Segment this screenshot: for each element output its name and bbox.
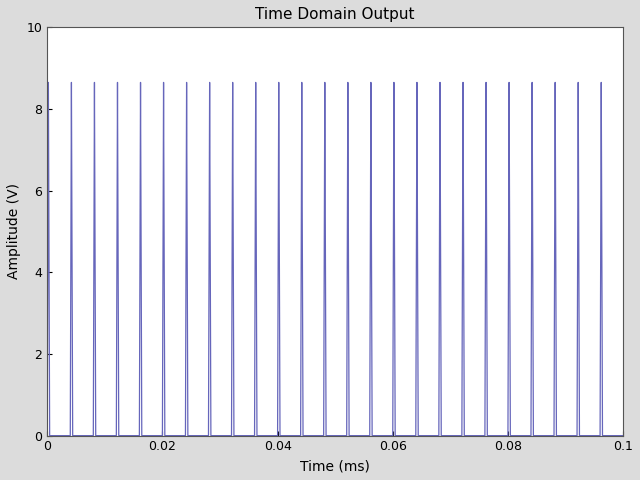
Title: Time Domain Output: Time Domain Output — [255, 7, 415, 22]
X-axis label: Time (ms): Time (ms) — [300, 459, 370, 473]
Y-axis label: Amplitude (V): Amplitude (V) — [7, 183, 21, 279]
